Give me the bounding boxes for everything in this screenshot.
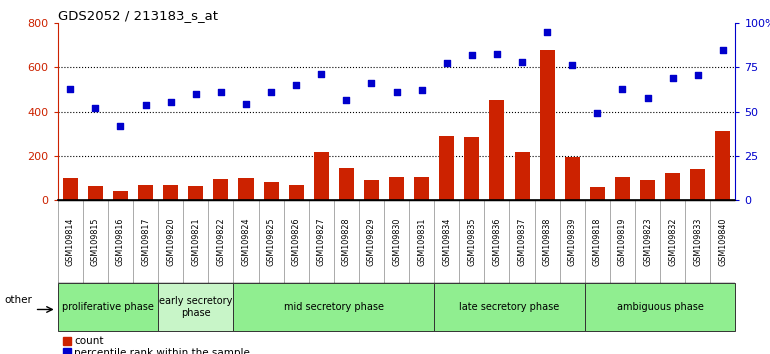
Bar <box>434 283 584 331</box>
Bar <box>640 180 655 200</box>
Bar <box>490 101 504 200</box>
Point <box>641 95 654 101</box>
Point <box>215 89 227 95</box>
Point <box>416 88 428 93</box>
Text: GSM109838: GSM109838 <box>543 217 551 266</box>
Bar <box>439 136 454 200</box>
Bar <box>665 173 680 200</box>
Point <box>189 91 202 97</box>
Text: late secretory phase: late secretory phase <box>460 302 560 312</box>
Bar <box>63 178 78 200</box>
Bar <box>540 50 554 200</box>
Point <box>290 82 303 88</box>
Text: GSM109816: GSM109816 <box>116 217 125 266</box>
Text: GSM109824: GSM109824 <box>242 217 250 266</box>
Point <box>717 47 729 52</box>
Bar <box>615 177 630 200</box>
Bar <box>88 185 103 200</box>
Text: GSM109821: GSM109821 <box>191 217 200 266</box>
Bar <box>233 283 434 331</box>
Point <box>591 110 604 115</box>
Text: GSM109829: GSM109829 <box>367 217 376 266</box>
Text: GSM109822: GSM109822 <box>216 217 226 266</box>
Point <box>691 72 704 78</box>
Point <box>541 29 554 35</box>
Text: proliferative phase: proliferative phase <box>62 302 154 312</box>
Point <box>566 62 578 68</box>
Bar <box>715 131 730 200</box>
Text: GSM109834: GSM109834 <box>442 217 451 266</box>
Text: GSM109835: GSM109835 <box>467 217 477 266</box>
Bar <box>564 157 580 200</box>
Bar <box>213 179 229 200</box>
Bar <box>163 184 178 200</box>
Point <box>466 52 478 58</box>
Point <box>139 102 152 108</box>
Bar <box>514 153 530 200</box>
Point <box>165 99 177 104</box>
Text: GSM109819: GSM109819 <box>618 217 627 266</box>
Point <box>239 101 252 107</box>
Text: GSM109817: GSM109817 <box>141 217 150 266</box>
Bar <box>58 283 158 331</box>
Text: GDS2052 / 213183_s_at: GDS2052 / 213183_s_at <box>58 9 218 22</box>
Point <box>265 89 277 95</box>
Text: mid secretory phase: mid secretory phase <box>284 302 383 312</box>
Point <box>490 51 503 57</box>
Point <box>440 60 453 66</box>
Point <box>516 59 528 65</box>
Bar <box>339 168 354 200</box>
Point <box>114 123 126 129</box>
Legend: count, percentile rank within the sample: count, percentile rank within the sample <box>63 336 250 354</box>
Bar <box>414 177 429 200</box>
Text: GSM109818: GSM109818 <box>593 217 602 266</box>
Bar <box>289 184 303 200</box>
Point <box>89 105 102 111</box>
Point <box>315 71 327 76</box>
Point <box>667 75 679 81</box>
Text: GSM109831: GSM109831 <box>417 217 426 266</box>
Bar <box>389 177 404 200</box>
Text: GSM109830: GSM109830 <box>392 217 401 266</box>
Text: GSM109828: GSM109828 <box>342 217 351 266</box>
Point <box>340 97 353 103</box>
Bar <box>158 283 233 331</box>
Point <box>64 86 76 92</box>
Text: GSM109839: GSM109839 <box>567 217 577 266</box>
Bar <box>188 185 203 200</box>
Text: GSM109827: GSM109827 <box>316 217 326 266</box>
Point <box>616 86 628 92</box>
Text: GSM109836: GSM109836 <box>493 217 501 266</box>
Bar <box>263 182 279 200</box>
Text: early secretory
phase: early secretory phase <box>159 296 233 318</box>
Text: GSM109826: GSM109826 <box>292 217 300 266</box>
Text: GSM109825: GSM109825 <box>266 217 276 266</box>
Bar <box>138 184 153 200</box>
Bar <box>313 153 329 200</box>
Bar <box>464 137 480 200</box>
Text: GSM109815: GSM109815 <box>91 217 100 266</box>
Text: GSM109814: GSM109814 <box>65 217 75 266</box>
Bar <box>239 178 253 200</box>
Text: GSM109832: GSM109832 <box>668 217 677 266</box>
Bar <box>590 187 605 200</box>
Point <box>390 89 403 95</box>
Text: GSM109823: GSM109823 <box>643 217 652 266</box>
Text: GSM109820: GSM109820 <box>166 217 176 266</box>
Text: ambiguous phase: ambiguous phase <box>617 302 704 312</box>
Bar <box>364 180 379 200</box>
Bar <box>584 283 735 331</box>
Text: GSM109840: GSM109840 <box>718 217 728 266</box>
Text: GSM109833: GSM109833 <box>693 217 702 266</box>
Bar <box>113 191 128 200</box>
Bar <box>690 169 705 200</box>
Point <box>365 80 377 85</box>
Text: other: other <box>5 295 32 305</box>
Text: GSM109837: GSM109837 <box>517 217 527 266</box>
